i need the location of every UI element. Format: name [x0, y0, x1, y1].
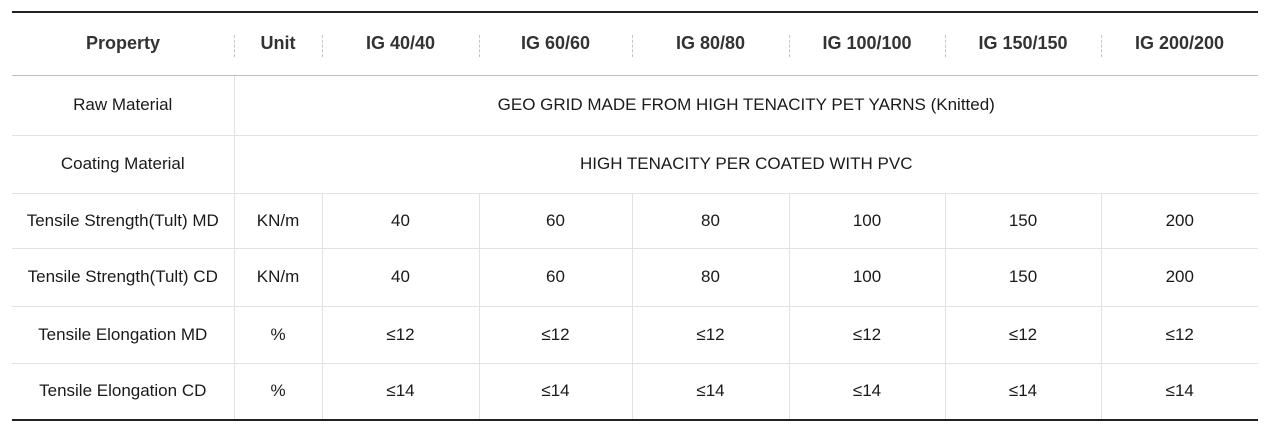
value-cell: ≤12: [944, 306, 1101, 364]
value-cell: ≤14: [478, 363, 632, 421]
value-cell: 100: [788, 248, 945, 307]
table-row: Tensile Elongation CD % ≤14 ≤14 ≤14 ≤14 …: [12, 363, 1258, 421]
property-cell: Tensile Elongation MD: [12, 306, 234, 364]
unit-cell: KN/m: [233, 248, 322, 307]
raw-material-value: GEO GRID MADE FROM HIGH TENACITY PET YAR…: [233, 75, 1258, 136]
table-row: Tensile Strength(Tult) MD KN/m 40 60 80 …: [12, 193, 1258, 249]
coating-material-value: HIGH TENACITY PER COATED WITH PVC: [233, 135, 1258, 194]
value-cell: ≤14: [1100, 363, 1258, 421]
value-cell: ≤12: [321, 306, 479, 364]
header-ig-60-60: IG 60/60: [479, 11, 632, 76]
unit-cell: %: [233, 306, 322, 364]
property-cell: Tensile Elongation CD: [12, 363, 234, 421]
coating-material-label: Coating Material: [12, 135, 234, 194]
unit-cell: %: [233, 363, 322, 421]
header-unit: Unit: [234, 11, 322, 76]
value-cell: 150: [944, 193, 1101, 249]
value-cell: ≤12: [788, 306, 945, 364]
table-row: Tensile Elongation MD % ≤12 ≤12 ≤12 ≤12 …: [12, 306, 1258, 364]
table-row: Raw Material GEO GRID MADE FROM HIGH TEN…: [12, 75, 1258, 136]
value-cell: ≤12: [478, 306, 632, 364]
unit-cell: KN/m: [233, 193, 322, 249]
value-cell: 40: [321, 248, 479, 307]
value-cell: 40: [321, 193, 479, 249]
value-cell: 60: [478, 193, 632, 249]
raw-material-label: Raw Material: [12, 75, 234, 136]
header-ig-100-100: IG 100/100: [789, 11, 945, 76]
property-cell: Tensile Strength(Tult) MD: [12, 193, 234, 249]
table-row: Coating Material HIGH TENACITY PER COATE…: [12, 135, 1258, 194]
value-cell: ≤14: [788, 363, 945, 421]
value-cell: ≤14: [631, 363, 789, 421]
property-cell: Tensile Strength(Tult) CD: [12, 248, 234, 307]
table-row: Tensile Strength(Tult) CD KN/m 40 60 80 …: [12, 248, 1258, 307]
value-cell: ≤12: [631, 306, 789, 364]
value-cell: ≤14: [321, 363, 479, 421]
header-ig-150-150: IG 150/150: [945, 11, 1101, 76]
header-ig-40-40: IG 40/40: [322, 11, 479, 76]
header-ig-200-200: IG 200/200: [1101, 11, 1258, 76]
value-cell: 100: [788, 193, 945, 249]
value-cell: 150: [944, 248, 1101, 307]
value-cell: ≤12: [1100, 306, 1258, 364]
value-cell: 200: [1100, 248, 1258, 307]
spec-table-container: Property Unit IG 40/40 IG 60/60 IG 80/80…: [12, 11, 1258, 421]
header-ig-80-80: IG 80/80: [632, 11, 789, 76]
value-cell: 60: [478, 248, 632, 307]
header-property: Property: [12, 11, 234, 76]
value-cell: 80: [631, 248, 789, 307]
value-cell: 80: [631, 193, 789, 249]
value-cell: ≤14: [944, 363, 1101, 421]
value-cell: 200: [1100, 193, 1258, 249]
geogrid-spec-table: Property Unit IG 40/40 IG 60/60 IG 80/80…: [12, 11, 1258, 421]
header-row: Property Unit IG 40/40 IG 60/60 IG 80/80…: [12, 11, 1258, 76]
